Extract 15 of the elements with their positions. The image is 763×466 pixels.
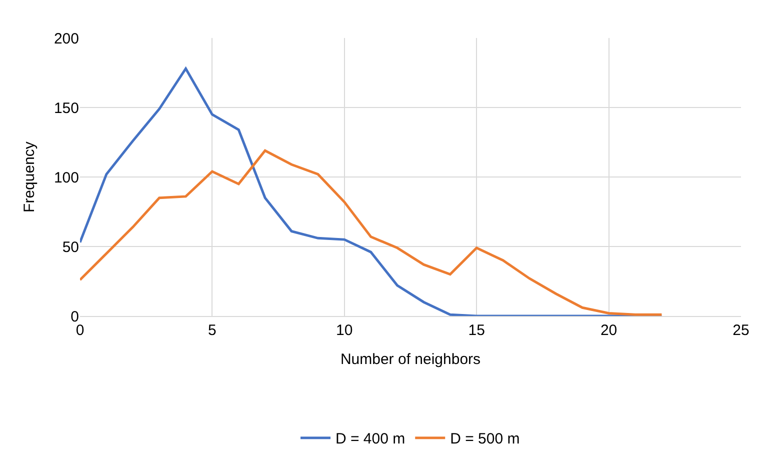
x-tick-label: 15 <box>468 322 485 339</box>
x-tick-label: 25 <box>732 322 750 339</box>
line-series <box>80 149 663 316</box>
x-tick-label: 5 <box>208 322 216 339</box>
y-axis-title: Frequency <box>21 141 38 212</box>
y-tick-label: 200 <box>54 30 79 48</box>
legend-label: D = 400 m <box>336 430 406 448</box>
y-tick-label: 100 <box>54 169 79 186</box>
y-tick-label: 150 <box>54 100 79 117</box>
x-tick-label: 10 <box>336 322 353 339</box>
y-tick-label: 0 <box>70 308 79 326</box>
x-axis-title: Number of neighbors <box>340 351 481 368</box>
y-tick-label: 50 <box>62 238 79 256</box>
legend-label: D = 500 m <box>450 430 520 448</box>
x-tick-label: 20 <box>600 322 618 339</box>
